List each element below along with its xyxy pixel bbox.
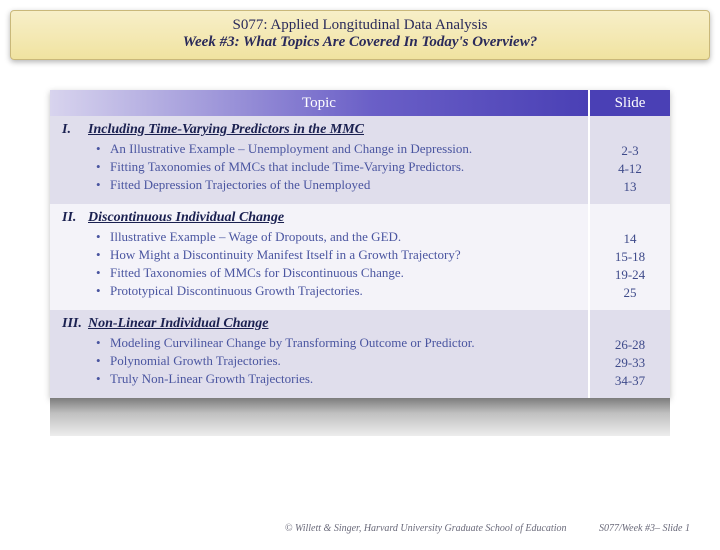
slide-range: 26-28	[596, 336, 664, 354]
bullet-item: Truly Non-Linear Growth Trajectories.	[96, 370, 578, 388]
bullet-item: Modeling Curvilinear Change by Transform…	[96, 334, 578, 352]
bullet-item: Illustrative Example – Wage of Dropouts,…	[96, 228, 578, 246]
course-code: S077: Applied Longitudinal Data Analysis	[21, 17, 699, 34]
bullet-item: How Might a Discontinuity Manifest Itsel…	[96, 246, 578, 264]
bullet-item: Fitted Depression Trajectories of the Un…	[96, 176, 578, 194]
bullet-list: Modeling Curvilinear Change by Transform…	[96, 334, 578, 388]
slide-footer: © Willett & Singer, Harvard University G…	[0, 523, 720, 534]
slide-range: 34-37	[596, 372, 664, 390]
section-roman: III.	[62, 316, 88, 332]
slide-range: 13	[596, 178, 664, 196]
slide-range: 2-3	[596, 142, 664, 160]
col-header-topic: Topic	[50, 90, 590, 116]
section-heading: III.Non-Linear Individual Change	[62, 316, 578, 332]
section-title: Non-Linear Individual Change	[88, 316, 268, 331]
bullet-item: Polynomial Growth Trajectories.	[96, 352, 578, 370]
section-title: Discontinuous Individual Change	[88, 210, 284, 225]
section-roman: I.	[62, 122, 88, 138]
topic-cell: I.Including Time-Varying Predictors in t…	[50, 116, 590, 204]
slide-range: 15-18	[596, 248, 664, 266]
week-subtitle: Week #3: What Topics Are Covered In Toda…	[21, 34, 699, 51]
section-title: Including Time-Varying Predictors in the…	[88, 122, 364, 137]
bullet-item: Fitted Taxonomies of MMCs for Discontinu…	[96, 264, 578, 282]
topic-cell: III.Non-Linear Individual Change Modeling…	[50, 310, 590, 398]
bullet-item: An Illustrative Example – Unemployment a…	[96, 140, 578, 158]
bullet-list: Illustrative Example – Wage of Dropouts,…	[96, 228, 578, 300]
slide-cell: 1415-1819-2425	[590, 204, 670, 310]
table-header-row: Topic Slide	[50, 90, 670, 116]
table-section: I.Including Time-Varying Predictors in t…	[50, 116, 670, 204]
slide-range: 4-12	[596, 160, 664, 178]
section-heading: II.Discontinuous Individual Change	[62, 210, 578, 226]
slide-cell: 2-34-1213	[590, 116, 670, 204]
table-section: III.Non-Linear Individual Change Modeling…	[50, 310, 670, 398]
slide-range: 29-33	[596, 354, 664, 372]
bullet-item: Prototypical Discontinuous Growth Trajec…	[96, 282, 578, 300]
section-heading: I.Including Time-Varying Predictors in t…	[62, 122, 578, 138]
col-header-slide: Slide	[590, 90, 670, 116]
footer-page: S077/Week #3– Slide 1	[599, 523, 690, 534]
topics-table: Topic Slide I.Including Time-Varying Pre…	[50, 90, 670, 398]
bullet-item: Fitting Taxonomies of MMCs that include …	[96, 158, 578, 176]
slide-range: 19-24	[596, 266, 664, 284]
slide-cell: 26-2829-3334-37	[590, 310, 670, 398]
section-roman: II.	[62, 210, 88, 226]
reflection-shadow	[50, 398, 670, 436]
footer-credit: © Willett & Singer, Harvard University G…	[285, 523, 567, 534]
bullet-list: An Illustrative Example – Unemployment a…	[96, 140, 578, 194]
slide-range: 25	[596, 284, 664, 302]
topic-cell: II.Discontinuous Individual Change Illust…	[50, 204, 590, 310]
title-banner: S077: Applied Longitudinal Data Analysis…	[10, 10, 710, 60]
slide-range: 14	[596, 230, 664, 248]
table-section: II.Discontinuous Individual Change Illust…	[50, 204, 670, 310]
